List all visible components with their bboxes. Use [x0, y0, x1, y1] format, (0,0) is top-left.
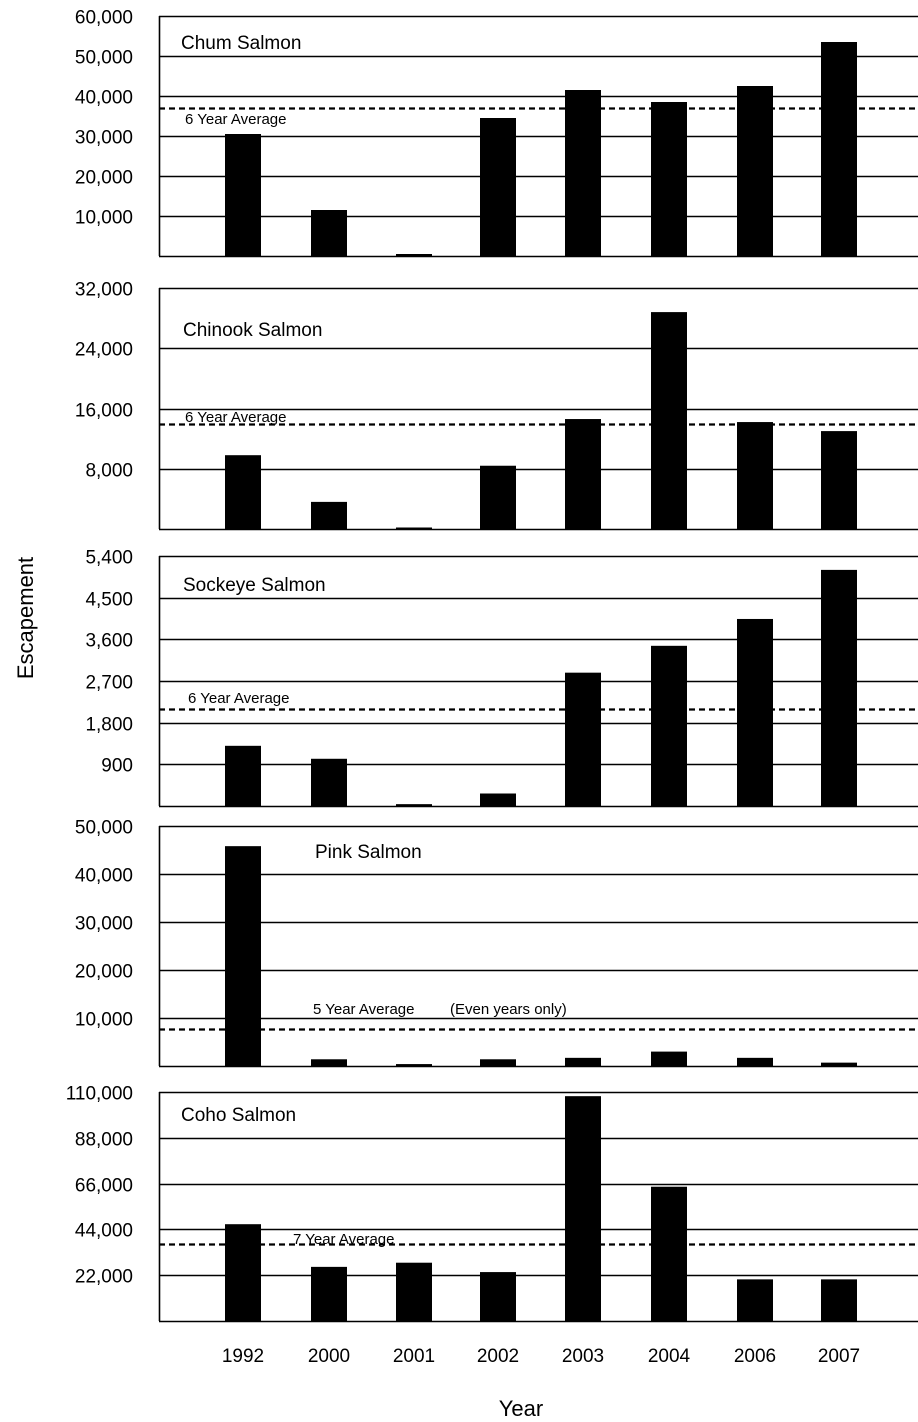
x-tick-label: 2006 — [734, 1346, 776, 1367]
y-tick-label: 50,000 — [75, 818, 133, 839]
y-tick-label: 30,000 — [75, 914, 133, 935]
panel-pink-salmon: 10,000 20,000 30,000 40,000 50,000 5 Year Ave… — [75, 818, 918, 1068]
bar-1992 — [225, 1224, 261, 1321]
bar-2000 — [311, 501, 347, 529]
bar-2002 — [480, 1059, 516, 1066]
bar-2001 — [396, 1064, 432, 1066]
bar-2007 — [821, 1279, 857, 1321]
y-axis-title: Escapement — [13, 557, 38, 679]
bar-2004 — [651, 645, 687, 806]
y-tick-label: 22,000 — [75, 1267, 133, 1288]
y-tick-label: 66,000 — [75, 1176, 133, 1197]
average-label: 6 Year Average — [185, 111, 286, 128]
panel-chum-salmon: 10,000 20,000 30,000 40,000 50,000 60,000 6 Ye… — [75, 8, 918, 258]
bar-2007 — [821, 42, 857, 256]
average-label: 6 Year Average — [188, 690, 289, 707]
average-label: 7 Year Average — [293, 1231, 394, 1248]
y-tick-label: 900 — [101, 756, 133, 777]
average-note: (Even years only) — [450, 1001, 567, 1018]
average-label: 6 Year Average — [185, 409, 286, 426]
y-tick-label: 20,000 — [75, 168, 133, 189]
bar-2001 — [396, 254, 432, 256]
bar-1992 — [225, 846, 261, 1066]
bar-2003 — [565, 419, 601, 529]
bar-2003 — [565, 90, 601, 256]
panel-title: Sockeye Salmon — [183, 575, 326, 596]
y-tick-label: 10,000 — [75, 1010, 133, 1031]
panel-title: Chum Salmon — [181, 33, 301, 54]
y-tick-label: 44,000 — [75, 1221, 133, 1242]
chart-panels: 10,000 20,000 30,000 40,000 50,000 60,000 6 Ye… — [66, 8, 918, 1323]
bar-2002 — [480, 118, 516, 256]
panel-title: Coho Salmon — [181, 1105, 296, 1126]
bar-2000 — [311, 1059, 347, 1066]
x-tick-label: 2002 — [477, 1346, 519, 1367]
bar-2006 — [737, 618, 773, 806]
y-tick-label: 4,500 — [85, 590, 133, 611]
y-tick-label: 32,000 — [75, 280, 133, 301]
y-tick-label: 60,000 — [75, 8, 133, 29]
panel-title: Chinook Salmon — [183, 320, 322, 341]
bar-2006 — [737, 1279, 773, 1321]
y-tick-label: 2,700 — [85, 673, 133, 694]
bar-2004 — [651, 312, 687, 529]
bar-2000 — [311, 210, 347, 256]
panel-sockeye-salmon: 900 1,800 2,700 3,600 4,500 5,400 6 Year Avera… — [85, 548, 918, 808]
bar-1992 — [225, 134, 261, 256]
bar-2004 — [651, 1051, 687, 1066]
bar-2003 — [565, 672, 601, 806]
bar-2007 — [821, 569, 857, 806]
y-tick-label: 50,000 — [75, 48, 133, 69]
bar-2006 — [737, 1057, 773, 1066]
bar-2003 — [565, 1096, 601, 1321]
bar-2000 — [311, 758, 347, 806]
x-tick-label: 2001 — [393, 1346, 435, 1367]
bar-2002 — [480, 465, 516, 529]
bar-1992 — [225, 745, 261, 806]
bar-2003 — [565, 1057, 601, 1066]
bar-2006 — [737, 422, 773, 529]
y-tick-label: 20,000 — [75, 962, 133, 983]
bar-2002 — [480, 1272, 516, 1321]
y-tick-label: 1,800 — [85, 715, 133, 736]
bar-1992 — [225, 455, 261, 529]
bar-2007 — [821, 1062, 857, 1066]
y-tick-label: 10,000 — [75, 208, 133, 229]
y-tick-label: 3,600 — [85, 631, 133, 652]
x-tick-label: 2004 — [648, 1346, 691, 1367]
bar-2006 — [737, 86, 773, 256]
bar-2007 — [821, 431, 857, 529]
panel-title: Pink Salmon — [315, 842, 422, 863]
panel-coho-salmon: 22,000 44,000 66,000 88,000 110,000 7 Year Av… — [66, 1084, 918, 1323]
y-tick-label: 30,000 — [75, 128, 133, 149]
x-tick-label: 2000 — [308, 1346, 350, 1367]
bar-2004 — [651, 1186, 687, 1321]
bar-2004 — [651, 102, 687, 256]
bar-2001 — [396, 804, 432, 806]
panel-chinook-salmon: 8,000 16,000 24,000 32,000 6 Year Average Chi… — [75, 280, 918, 531]
y-tick-label: 24,000 — [75, 340, 133, 361]
y-tick-label: 40,000 — [75, 866, 133, 887]
y-tick-label: 110,000 — [66, 1084, 133, 1105]
x-axis: 1992 2000 2001 2002 2003 2004 2006 2007 — [222, 1346, 860, 1367]
average-label: 5 Year Average — [313, 1001, 414, 1018]
y-tick-label: 5,400 — [85, 548, 133, 569]
y-tick-label: 16,000 — [75, 401, 133, 422]
bar-2001 — [396, 527, 432, 529]
bar-2000 — [311, 1266, 347, 1321]
bar-2001 — [396, 1262, 432, 1321]
x-tick-label: 2007 — [818, 1346, 860, 1367]
bar-2002 — [480, 793, 516, 806]
x-tick-label: 1992 — [222, 1346, 264, 1367]
x-axis-title: Year — [499, 1396, 543, 1421]
x-tick-label: 2003 — [562, 1346, 604, 1367]
y-tick-label: 88,000 — [75, 1130, 133, 1151]
y-tick-label: 8,000 — [85, 461, 133, 482]
y-tick-label: 40,000 — [75, 88, 133, 109]
